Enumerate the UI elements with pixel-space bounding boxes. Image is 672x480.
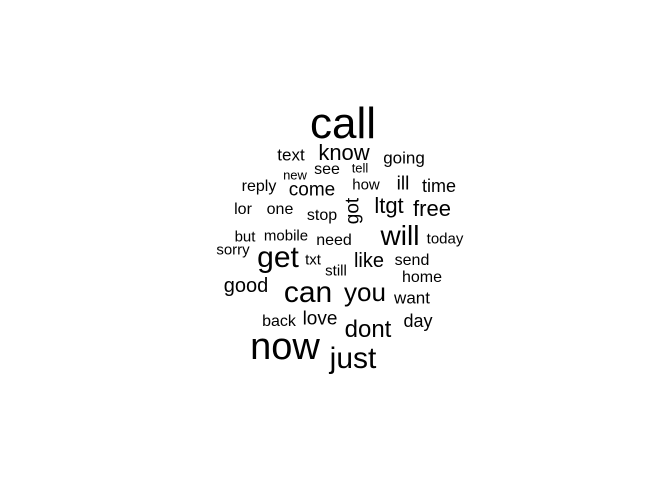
word-need: need bbox=[316, 232, 352, 249]
word-will: will bbox=[380, 220, 420, 251]
word-ltgt: ltgt bbox=[374, 193, 404, 218]
word-can: can bbox=[283, 276, 333, 309]
word-time: time bbox=[421, 176, 457, 196]
word-today: today bbox=[426, 230, 464, 248]
word-want: want bbox=[394, 288, 430, 308]
word-day: day bbox=[403, 311, 433, 331]
word-how: how bbox=[352, 176, 380, 194]
word-new: new bbox=[283, 167, 307, 183]
word-love: love bbox=[302, 308, 338, 330]
word-come: come bbox=[288, 179, 336, 201]
word-sorry: sorry bbox=[216, 241, 250, 259]
word-but: but bbox=[234, 228, 256, 246]
word-call: call bbox=[309, 99, 377, 148]
word-back: back bbox=[262, 313, 296, 330]
word-txt: txt bbox=[305, 251, 321, 269]
word-dont: dont bbox=[344, 316, 392, 343]
word-just: just bbox=[329, 342, 377, 375]
word-going: going bbox=[383, 148, 425, 168]
word-lor: lor bbox=[234, 201, 252, 218]
word-text: text bbox=[277, 145, 305, 165]
word-you: you bbox=[344, 277, 386, 307]
word-one: one bbox=[266, 201, 294, 218]
word-got: got bbox=[342, 197, 364, 225]
word-home: home bbox=[401, 269, 443, 286]
word-mobile: mobile bbox=[263, 227, 309, 245]
word-still: still bbox=[325, 262, 347, 280]
word-ill: ill bbox=[396, 173, 410, 195]
word-tell: tell bbox=[351, 160, 369, 176]
word-stop: stop bbox=[306, 207, 338, 224]
word-get: get bbox=[257, 241, 299, 274]
word-good: good bbox=[223, 275, 269, 297]
word-know: know bbox=[318, 140, 370, 165]
word-see: see bbox=[314, 161, 340, 178]
word-now: now bbox=[250, 326, 320, 368]
word-like: like bbox=[353, 250, 385, 272]
word-reply: reply bbox=[241, 178, 277, 195]
word-send: send bbox=[394, 252, 430, 269]
word-free: free bbox=[413, 196, 451, 221]
